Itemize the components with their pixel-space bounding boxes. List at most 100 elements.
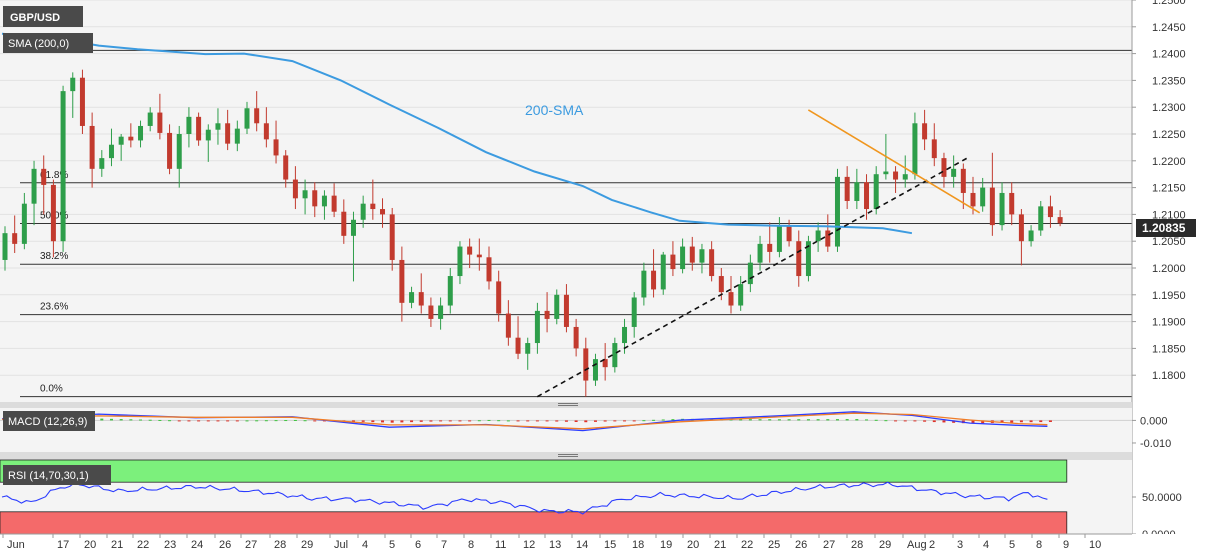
macd-histogram-bar	[255, 420, 259, 422]
candle-body	[1028, 230, 1034, 242]
macd-histogram-bar	[1048, 420, 1052, 422]
candle-body	[350, 219, 356, 236]
candle	[747, 254, 753, 293]
macd-histogram-bar	[187, 420, 191, 422]
candle	[583, 337, 589, 397]
macd-histogram-bar	[148, 419, 152, 421]
macd-histogram-bar	[748, 419, 752, 421]
candle-body	[825, 230, 831, 247]
candle	[602, 343, 608, 381]
rsi-legend[interactable]: RSI (14,70,30,1)	[3, 465, 111, 485]
time-tick-label: 29	[301, 539, 313, 551]
candle	[573, 318, 579, 357]
macd-histogram-bar	[661, 419, 665, 421]
price-tick-label: 1.1950	[1152, 290, 1186, 302]
time-tick-label: 8	[1036, 539, 1042, 551]
macd-histogram-bar	[739, 419, 743, 421]
macd-histogram-bar	[768, 419, 772, 421]
candle	[854, 168, 860, 210]
price-tick-label: 1.2250	[1152, 129, 1186, 141]
candle	[796, 230, 802, 287]
time-tick-label: 2	[929, 539, 935, 551]
candle-body	[21, 203, 27, 244]
candle	[525, 337, 531, 370]
macd-histogram-bar	[284, 420, 288, 422]
candle	[922, 109, 928, 151]
price-tick-label: 1.2450	[1152, 22, 1186, 34]
macd-histogram-bar	[487, 419, 491, 421]
symbol-label[interactable]: GBP/USD	[3, 6, 83, 27]
price-pane[interactable]	[0, 0, 1132, 402]
macd-histogram-bar	[777, 419, 781, 421]
time-tick-label: 13	[549, 539, 561, 551]
candle	[505, 300, 511, 346]
candle	[418, 273, 424, 314]
candle-body	[525, 343, 531, 354]
macd-histogram-bar	[381, 420, 385, 423]
candle	[331, 183, 337, 218]
price-tick-label: 1.2300	[1152, 102, 1186, 114]
price-tick-label: 1.2350	[1152, 75, 1186, 87]
candle-body	[989, 187, 995, 226]
candle-body	[612, 343, 618, 368]
macd-legend[interactable]: MACD (12,26,9)	[3, 411, 95, 431]
candle-body	[50, 184, 56, 242]
candle-body	[854, 182, 860, 201]
candle	[912, 112, 918, 180]
candle	[225, 109, 231, 151]
sma-legend[interactable]: SMA (200,0)	[3, 33, 93, 53]
candle-body	[660, 254, 666, 290]
candle-body	[554, 294, 560, 319]
candle	[234, 120, 240, 152]
macd-histogram-bar	[313, 420, 317, 422]
time-tick-label: 6	[415, 539, 421, 551]
sma-200-line	[1, 32, 913, 235]
candle-body	[99, 158, 105, 169]
macd-histogram-bar	[903, 420, 907, 422]
candle-body	[360, 203, 366, 220]
candle-body	[641, 270, 647, 298]
candle	[292, 166, 298, 210]
candle-body	[438, 305, 444, 319]
candle	[428, 297, 434, 327]
candle	[167, 124, 173, 175]
macd-histogram-bar	[835, 419, 839, 421]
macd-histogram-bar	[419, 420, 423, 422]
candle	[999, 182, 1005, 231]
candle-body	[767, 243, 773, 252]
candle	[805, 235, 811, 282]
candle-body	[631, 297, 637, 327]
macd-histogram-bar	[932, 420, 936, 423]
candle-body	[321, 195, 327, 207]
candle	[41, 155, 47, 215]
candle	[534, 302, 540, 354]
candle-body	[534, 310, 540, 344]
candle-body	[12, 233, 18, 244]
macd-histogram-bar	[226, 420, 230, 422]
macd-histogram-bar	[564, 420, 568, 422]
current-price-tag[interactable]: 1.20835	[1136, 219, 1196, 237]
rsi-line	[1, 481, 1048, 515]
macd-histogram-bar	[826, 419, 830, 421]
candle	[680, 238, 686, 274]
pane-resize-handle-2[interactable]	[558, 454, 578, 457]
price-axis: 1.1800 1.1850 1.1900 1.1950 1.2000 1.2050 1.21…	[1132, 0, 1186, 382]
time-tick-label: 5	[389, 539, 395, 551]
macd-histogram-bar	[197, 420, 201, 422]
pane-resize-handle[interactable]	[558, 403, 578, 406]
fib-level-label: 61.8%	[40, 170, 68, 181]
candle	[263, 107, 269, 148]
candle	[312, 182, 318, 218]
candle	[689, 236, 695, 271]
macd-histogram-bar	[506, 420, 510, 422]
candle	[757, 235, 763, 271]
macd-histogram-bar	[109, 418, 113, 421]
candle	[496, 270, 502, 322]
time-tick-label: 27	[823, 539, 835, 551]
macd-histogram-bar	[361, 420, 365, 422]
candle	[360, 195, 366, 228]
macd-histogram-bar	[855, 419, 859, 421]
fib-level-label: 23.6%	[40, 302, 68, 313]
macd-histogram-bar	[439, 420, 443, 422]
candle-body	[583, 348, 589, 381]
